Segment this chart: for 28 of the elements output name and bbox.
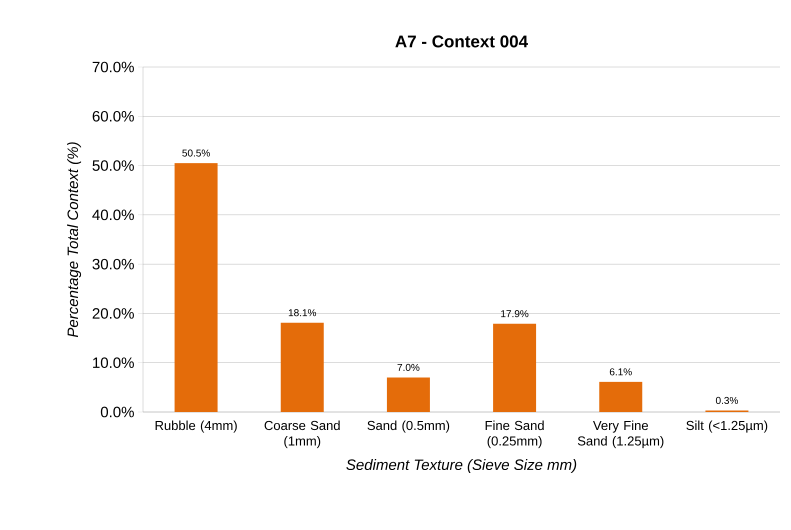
data-label: 50.5%	[182, 150, 210, 157]
data-label: 7.0%	[398, 364, 420, 371]
bar	[174, 163, 218, 412]
bar	[493, 324, 536, 412]
x-tick-label: Rubble (4mm)	[156, 420, 237, 433]
y-tick-label: 10.0%	[93, 357, 134, 368]
data-label: 17.9%	[501, 310, 528, 318]
y-tick-label: 30.0%	[92, 258, 134, 270]
bar	[280, 322, 324, 412]
bar	[386, 378, 430, 412]
bar	[599, 382, 642, 412]
y-tick-label: 20.0%	[92, 308, 134, 319]
x-tick-label: Sand (0.5mm)	[367, 420, 450, 433]
data-label: 0.3%	[716, 396, 738, 404]
y-tick-label: 0.0%	[100, 406, 134, 418]
y-axis-title: Percentage Total Context (%)	[67, 142, 82, 338]
x-tick-label: Coarse Sand (1mm)	[264, 420, 340, 448]
x-axis-title: Sediment Texture (Sieve Size mm)	[346, 459, 576, 473]
y-tick-label: 50.0%	[92, 160, 134, 171]
y-tick-label: 70.0%	[92, 62, 134, 72]
x-tick-label: Silt (<1.25µm)	[686, 420, 768, 433]
y-tick-label: 60.0%	[92, 110, 134, 122]
data-label: 6.1%	[610, 368, 632, 376]
x-tick-label: Very Fine Sand (1.25µm)	[578, 420, 664, 448]
x-tick-label: Fine Sand (0.25mm)	[486, 420, 544, 448]
data-label: 18.1%	[288, 309, 316, 316]
chart-title: A7 - Context 004	[395, 35, 528, 48]
y-tick-label: 40.0%	[92, 210, 134, 220]
